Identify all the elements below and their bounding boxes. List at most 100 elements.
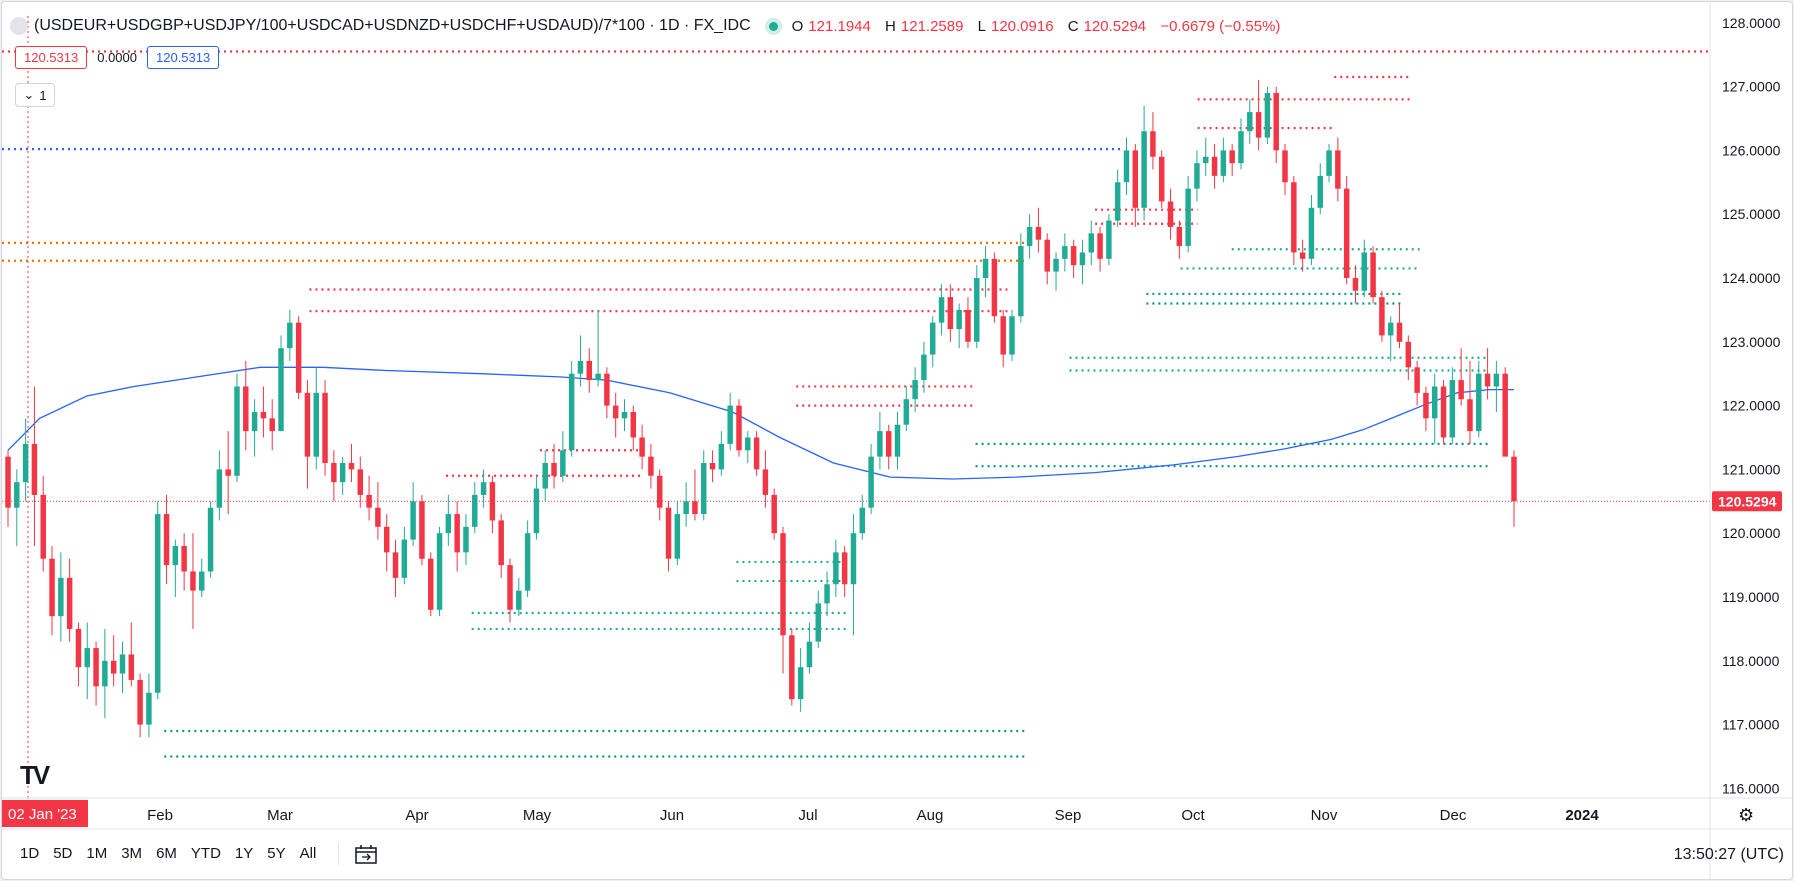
candle-body [234,386,240,476]
candle-body [1387,322,1394,336]
candle-body [1088,233,1094,253]
candle-body [560,450,566,476]
candle-body [885,431,892,457]
candle-body [172,545,179,566]
x-tick-label: Apr [405,807,428,824]
candle-body [339,463,346,483]
candle-body [14,482,20,508]
tf-all-button[interactable]: All [299,845,317,862]
candle-body [974,277,980,342]
candle-body [1414,367,1420,393]
candle-body [1484,373,1491,387]
candle-body [815,603,821,642]
candle-body [612,405,619,419]
candle-body [119,654,126,674]
candle-body [480,482,487,495]
candle-body [1247,112,1253,132]
candle-body [665,507,672,559]
candle-body [903,399,910,425]
candle-body [771,494,777,534]
candle-body [912,380,918,400]
candle-body [1185,188,1191,247]
candle-body [322,392,328,464]
candle-body [1273,92,1279,151]
tf-6m-button[interactable]: 6M [156,845,177,862]
timeframe-bar: 1D 5D 1M 3M 6M YTD 1Y 5Y All [14,842,379,865]
candle-body [154,514,161,693]
candle-body [22,443,29,483]
candle-body [40,494,46,559]
candle-body [1044,239,1050,272]
indicator-left: 120.5313 [15,46,88,69]
candle-body [921,354,927,381]
candle-body [1326,150,1332,176]
collapse-indicators-button[interactable]: ⌄ 1 [15,83,55,107]
candle-body [1291,182,1297,253]
candle-body [401,539,408,578]
candle-body [745,437,751,451]
tf-1y-button[interactable]: 1Y [234,845,254,862]
y-tick-label: 127.0000 [1722,79,1781,95]
tf-ytd-button[interactable]: YTD [190,845,221,862]
candle-body [639,437,645,457]
candle-body [1511,456,1517,502]
candle-body [49,558,55,617]
y-tick-label: 119.0000 [1722,589,1780,605]
candle-body [1449,380,1456,438]
candle-body [956,309,962,330]
y-tick-label: 128.0000 [1722,15,1781,31]
candle-body [410,501,416,540]
candle-body [1141,131,1147,208]
gear-icon[interactable]: ⚙ [1738,805,1755,825]
candle-body [780,533,786,636]
candle-body [128,654,135,680]
date-range-icon[interactable] [353,843,379,865]
candle-body [991,258,998,317]
candle-body [630,411,637,438]
tf-1m-button[interactable]: 1M [86,845,108,862]
y-tick-label: 116.0000 [1722,780,1780,796]
x-tick-label: Jun [660,807,684,824]
x-tick-label: Mar [267,807,293,824]
candle-body [1282,150,1288,183]
open-value: 121.1944 [808,17,871,35]
close-value: 120.5294 [1083,17,1147,35]
candle-body [1317,175,1323,208]
symbol-title[interactable]: (USDEUR+USDGBP+USDJPY/100+USDCAD+USDNZD+… [34,17,751,34]
candle-body [507,565,513,610]
close-key: C [1067,17,1079,35]
candle-body [789,635,795,700]
candle-body [621,411,628,419]
candle-body [930,322,936,355]
candle-body [313,392,319,457]
tf-1d-button[interactable]: 1D [20,845,40,862]
y-tick-label: 125.0000 [1722,206,1781,222]
candle-body [524,533,531,591]
indicator-right: 120.5313 [147,46,220,69]
tf-5d-button[interactable]: 5D [53,845,73,862]
candle-body [260,411,267,419]
ma-line [7,366,1514,480]
candle-body [753,437,760,470]
x-tick-label: Nov [1311,807,1338,824]
candle-body [110,660,117,674]
candle-body [445,514,452,534]
candle-body [824,584,830,604]
crosshair-date-badge [2,800,88,827]
tf-3m-button[interactable]: 3M [121,845,143,862]
candle-body [428,558,434,610]
x-tick-label: Aug [917,807,944,824]
y-tick-label: 118.0000 [1722,653,1780,669]
candle-body [806,641,813,668]
legend: (USDEUR+USDGBP+USDJPY/100+USDCAD+USDNZD+… [10,15,1285,37]
candle-body [199,571,205,591]
candle-body [304,392,311,457]
tf-5y-button[interactable]: 5Y [267,845,286,862]
candle-body [1132,150,1139,208]
clock[interactable]: 13:50:27 (UTC) [1673,846,1784,863]
tradingview-logo-icon[interactable]: TV [20,760,50,790]
candle-body [1493,373,1500,387]
candle-body [472,494,478,527]
